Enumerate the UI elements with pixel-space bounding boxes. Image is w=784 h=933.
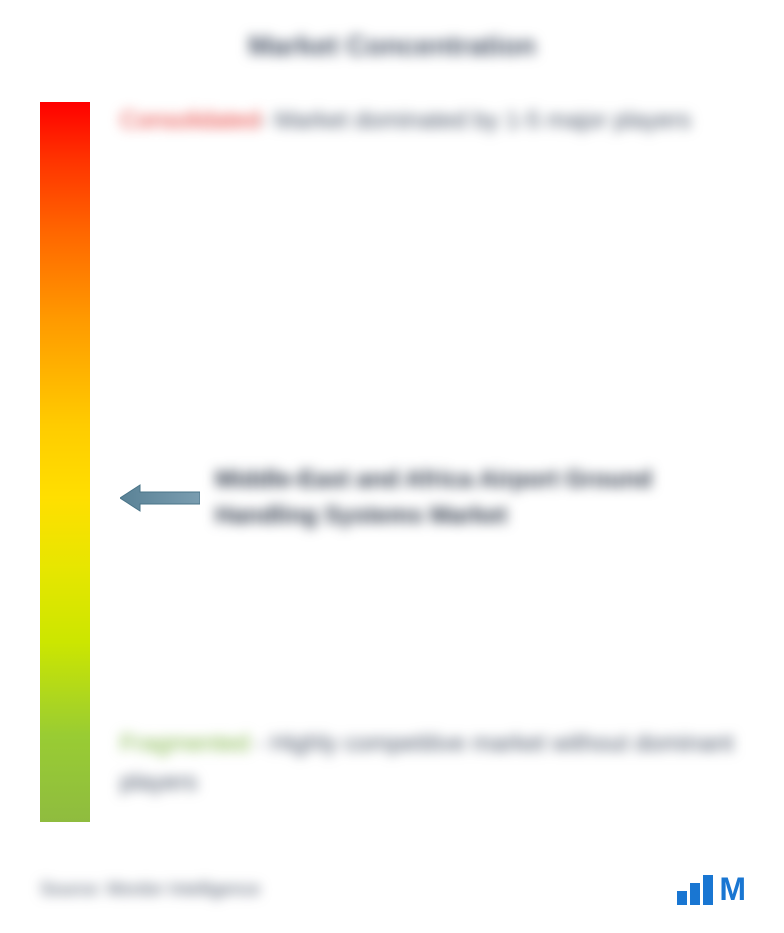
labels-area: Consolidated- Market dominated by 1-5 ma…: [120, 102, 744, 822]
consolidated-description: - Market dominated by 1-5 major players: [260, 107, 691, 134]
concentration-gradient-bar: [40, 102, 90, 822]
logo-text: M: [719, 871, 744, 908]
marker-text: Middle-East and Africa Airport Ground Ha…: [215, 462, 744, 534]
chart-container: Market Concentration Consolidated- Marke…: [0, 0, 784, 933]
consolidated-text: Consolidated- Market dominated by 1-5 ma…: [120, 102, 734, 140]
source-text: Source: Mordor Intelligence: [40, 879, 260, 900]
footer: Source: Mordor Intelligence M: [40, 871, 744, 908]
market-position-marker: Middle-East and Africa Airport Ground Ha…: [120, 462, 744, 534]
consolidated-label-block: Consolidated- Market dominated by 1-5 ma…: [120, 102, 734, 140]
fragmented-highlight: Fragmented: [120, 730, 249, 757]
mordor-logo: M: [677, 871, 744, 908]
fragmented-text: Fragmented - Highly competitive market w…: [120, 725, 734, 802]
logo-bars-icon: [677, 875, 713, 905]
chart-title: Market Concentration: [40, 30, 744, 62]
left-arrow-icon: [120, 483, 200, 513]
content-area: Consolidated- Market dominated by 1-5 ma…: [40, 102, 744, 822]
fragmented-label-block: Fragmented - Highly competitive market w…: [120, 725, 734, 802]
consolidated-highlight: Consolidated: [120, 107, 260, 134]
